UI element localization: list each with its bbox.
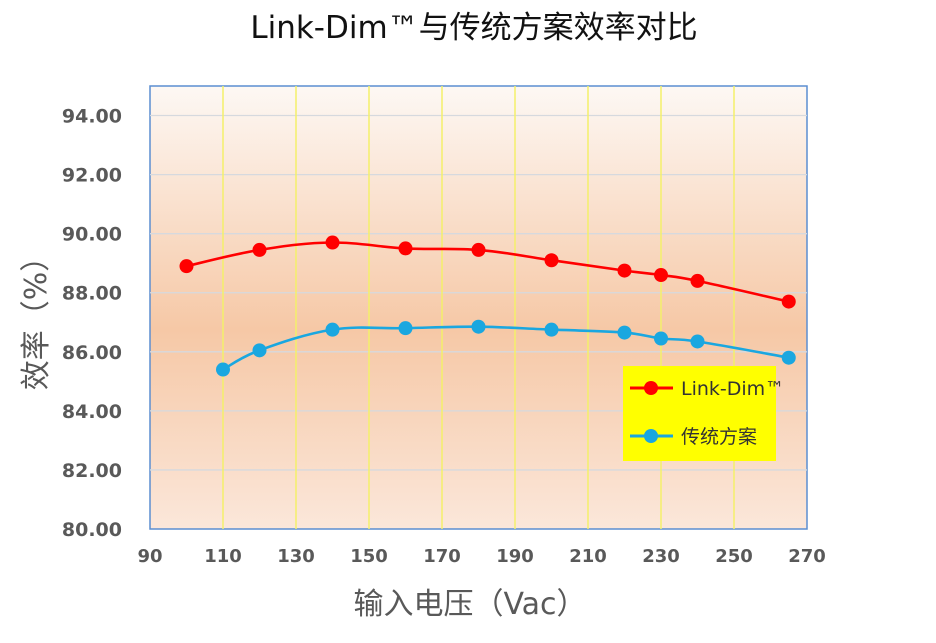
- x-tick-label: 130: [277, 546, 315, 567]
- x-tick-label: 170: [423, 546, 461, 567]
- x-tick-label: 270: [788, 546, 826, 567]
- data-point-linkdim: [252, 242, 267, 257]
- y-axis-label: 效率（%）: [19, 242, 54, 391]
- x-tick-label: 150: [350, 546, 388, 567]
- x-axis-ticks: 90 110 130 150 170 190 210 230 250 270: [137, 546, 825, 567]
- data-point-linkdim: [781, 294, 796, 309]
- series-line-traditional: [222, 325, 790, 371]
- plot-area: [149, 85, 808, 530]
- data-point-linkdim: [398, 241, 413, 256]
- y-tick-label: 94.00: [62, 106, 122, 128]
- data-point-linkdim: [654, 268, 668, 283]
- x-tick-label: 250: [715, 546, 753, 567]
- data-point-traditional: [325, 322, 340, 337]
- data-point-linkdim: [325, 235, 340, 250]
- data-point-traditional: [471, 319, 486, 334]
- x-tick-label: 230: [642, 546, 680, 567]
- x-tick-label: 90: [137, 546, 162, 567]
- y-tick-label: 84.00: [62, 401, 122, 423]
- y-tick-label: 86.00: [62, 342, 122, 364]
- y-tick-label: 88.00: [62, 283, 122, 305]
- x-tick-label: 210: [569, 546, 607, 567]
- series: [179, 235, 796, 377]
- x-tick-label: 110: [204, 546, 242, 567]
- y-tick-label: 80.00: [62, 519, 122, 541]
- legend-label-traditional: 传统方案: [681, 426, 757, 448]
- data-point-traditional: [690, 334, 705, 349]
- data-point-linkdim: [471, 242, 486, 257]
- data-point-linkdim: [617, 263, 632, 278]
- data-point-linkdim: [690, 273, 705, 288]
- data-point-linkdim: [544, 253, 559, 268]
- legend-label-linkdim: Link-Dim™: [681, 378, 784, 400]
- data-point-traditional: [781, 350, 796, 365]
- series-line-linkdim: [186, 241, 790, 303]
- legend-marker-linkdim: [644, 381, 658, 395]
- x-tick-label: 190: [496, 546, 534, 567]
- legend-marker-traditional: [644, 429, 658, 443]
- y-tick-label: 92.00: [62, 165, 122, 187]
- data-point-traditional: [398, 321, 413, 336]
- y-tick-label: 90.00: [62, 224, 122, 246]
- data-point-traditional: [617, 325, 632, 340]
- data-point-linkdim: [179, 259, 194, 274]
- data-point-traditional: [654, 331, 668, 346]
- data-point-traditional: [216, 362, 230, 377]
- legend: Link-Dim™ 传统方案: [623, 366, 784, 461]
- data-point-traditional: [544, 322, 559, 337]
- y-axis-ticks: 80.00 82.00 84.00 86.00 88.00 90.00 92.00 94.00: [62, 106, 122, 541]
- x-axis-label: 输入电压（Vac）: [353, 587, 586, 622]
- chart-title: Link-Dim™与传统方案效率对比: [250, 10, 697, 46]
- y-tick-label: 82.00: [62, 460, 122, 482]
- data-point-traditional: [252, 343, 267, 358]
